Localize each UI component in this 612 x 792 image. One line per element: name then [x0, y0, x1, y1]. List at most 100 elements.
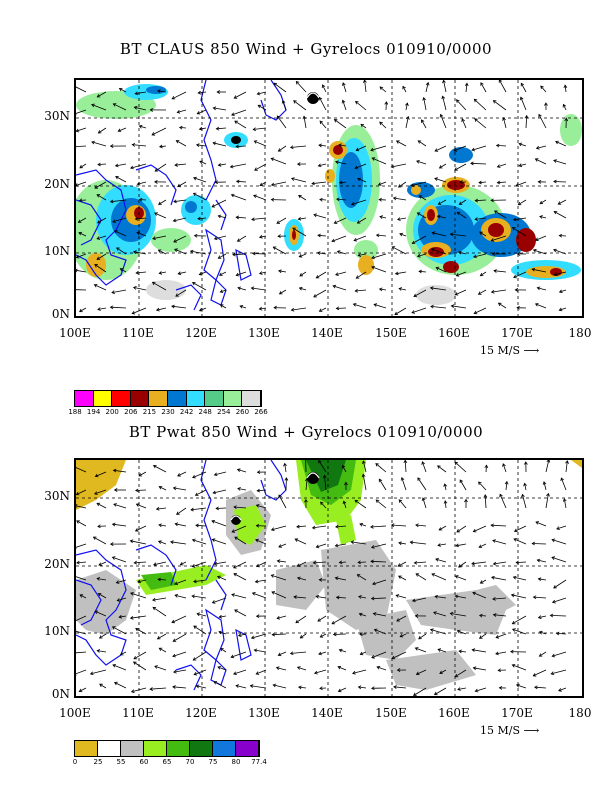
wind-vector: [284, 463, 287, 473]
wind-vector: [374, 629, 387, 635]
wind-vector-head: [557, 201, 562, 205]
wind-vector-head: [384, 101, 389, 105]
wind-vector-head: [135, 488, 139, 493]
wind-vector-head: [91, 140, 95, 145]
wind-vector: [112, 523, 127, 527]
wind-vector-head: [459, 180, 463, 184]
wind-vector-head: [138, 197, 143, 202]
wind-vector-head: [174, 163, 178, 167]
wind-vector: [199, 307, 207, 312]
wind-vector: [373, 304, 387, 309]
wind-vector: [211, 199, 227, 208]
wind-vector-head: [171, 95, 176, 100]
wind-vector-head: [157, 249, 162, 253]
wind-vector-head: [158, 486, 163, 490]
wind-vector: [193, 177, 207, 183]
wind-vector: [278, 494, 287, 509]
panel2-colorbar-swatch: [121, 741, 144, 756]
wind-vector-head: [317, 233, 321, 238]
wind-vector-head: [253, 648, 258, 653]
wind-vector-head: [437, 201, 442, 205]
wind-vector: [213, 107, 227, 111]
panel2-gridlines: [76, 460, 582, 696]
wind-vector-head: [551, 556, 556, 560]
wind-vector: [213, 489, 227, 494]
wind-vector: [512, 628, 527, 635]
wind-vector: [405, 116, 409, 129]
wind-vector-head: [400, 476, 405, 481]
wind-vector: [138, 471, 147, 477]
panel1-map-graphic: [76, 80, 582, 316]
panel1-colorbar-label: 206: [124, 408, 138, 416]
wind-vector-head: [558, 307, 563, 312]
wind-vector: [295, 615, 307, 624]
wind-vector-head: [115, 580, 120, 584]
wind-vector-head: [492, 596, 496, 601]
wind-vector-head: [78, 198, 83, 203]
wind-vector-head: [154, 180, 158, 184]
wind-vector: [400, 633, 407, 638]
wind-vector: [376, 234, 387, 237]
wind-vector: [425, 82, 429, 93]
panel2-colorbar-label: 65: [162, 758, 172, 766]
panel1-colorbar-label: 260: [235, 408, 250, 416]
wind-vector: [396, 140, 407, 147]
wind-vector: [76, 127, 87, 132]
panel1-xtick-180: 180: [568, 326, 592, 340]
panel1-wind-vectors: [76, 80, 569, 315]
wind-vector: [237, 488, 247, 491]
wind-vector: [475, 217, 487, 220]
wind-vector: [257, 91, 267, 95]
wind-vector: [438, 525, 447, 531]
wind-vector: [176, 507, 187, 515]
panel1-colorbar-swatch: [149, 391, 168, 406]
wind-vector: [475, 687, 487, 692]
wind-vector-head: [471, 561, 475, 566]
wind-vector-head: [531, 267, 536, 272]
wind-vector: [359, 613, 367, 617]
wind-vector: [134, 561, 147, 564]
wind-vector-head: [191, 594, 195, 599]
wind-vector-head: [539, 215, 543, 219]
wind-vector-head: [177, 183, 181, 188]
wind-vector-head: [551, 653, 556, 658]
wind-vector-head: [535, 145, 540, 150]
wind-vector-head: [494, 210, 498, 214]
wind-vector: [316, 271, 327, 279]
wind-vector: [135, 91, 147, 95]
wind-vector-head: [538, 653, 543, 657]
wind-vector: [154, 163, 167, 172]
wind-vector-head: [131, 310, 136, 315]
wind-vector-head: [358, 612, 363, 617]
wind-vector: [337, 666, 347, 671]
wind-vector-head: [93, 284, 98, 288]
wind-vector-head: [198, 271, 203, 276]
wind-vector: [535, 235, 547, 241]
wind-vector-head: [212, 141, 217, 146]
wind-vector: [303, 116, 307, 129]
wind-vector-head: [478, 180, 482, 185]
panel2-coastlines: [76, 460, 287, 691]
wind-vector-head: [172, 653, 176, 658]
wind-vector-head: [152, 606, 157, 611]
wind-vector-head: [376, 665, 381, 670]
wind-vector: [173, 199, 187, 203]
wind-vector-head: [289, 651, 294, 656]
wind-vector: [271, 574, 287, 581]
wind-vector: [339, 181, 347, 184]
wind-vector-head: [254, 579, 259, 584]
wind-vector-head: [373, 628, 378, 633]
wind-vector-head: [358, 595, 362, 599]
wind-vector: [391, 163, 407, 168]
wind-vector: [277, 560, 287, 563]
panel1-vector-scale: 15 M/S ⟶: [480, 344, 539, 357]
wind-vector-head: [254, 167, 258, 171]
wind-vector-head: [355, 275, 360, 279]
wind-vector-head: [430, 247, 435, 252]
wind-vector-head: [403, 460, 408, 464]
wind-vector-head: [277, 234, 281, 239]
wind-vector: [94, 284, 107, 291]
wind-vector: [443, 80, 447, 93]
panel2-xtick-150e: 150E: [375, 706, 407, 720]
wind-vector-head: [397, 575, 402, 579]
